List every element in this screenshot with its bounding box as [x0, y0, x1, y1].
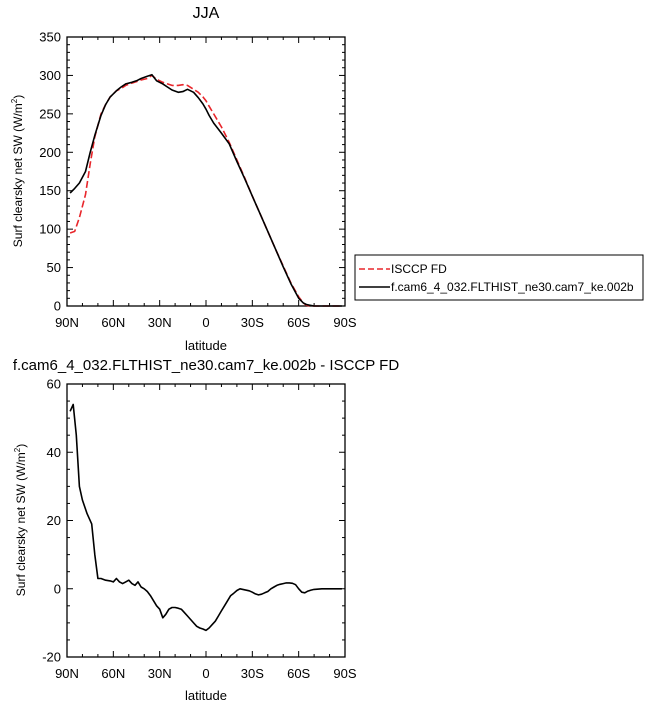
bottom-series-lines: [69, 403, 342, 632]
top-y-tick-label: 350: [39, 30, 61, 45]
top-x-tick-label: 60S: [287, 315, 310, 330]
top-chart-title: JJA: [193, 5, 220, 22]
bottom-x-tick-label: 30S: [241, 666, 264, 681]
bottom-y-tick-label: 60: [47, 377, 61, 392]
bottom-y-tick-label: 0: [54, 581, 61, 596]
bottom-y-ticks: -20 0 20 40 60: [42, 377, 345, 665]
top-plot-frame: [66, 36, 346, 307]
top-y-tick-label: 50: [47, 260, 61, 275]
top-x-axis-label: latitude: [185, 338, 227, 353]
top-x-tick-label: 90N: [55, 315, 79, 330]
top-y-axis-label: Surf clearsky net SW (W/m2): [10, 95, 25, 247]
top-y-tick-label: 100: [39, 222, 61, 237]
bottom-panel: f.cam6_4_032.FLTHIST_ne30.cam7_ke.002b -…: [13, 357, 399, 703]
top-panel: JJA 0 50 100 150 200 250 300 350 90N 60N 30N 0 30S 6…: [10, 5, 644, 353]
top-x-ticks: 90N 60N 30N 0 30S 60S 90S: [55, 37, 357, 330]
top-series-line-1: [69, 73, 342, 307]
bottom-x-tick-label: 90N: [55, 666, 79, 681]
bottom-y-tick-label: -20: [42, 650, 61, 665]
legend-box: [354, 254, 644, 301]
top-x-tick-label: 60N: [101, 315, 125, 330]
bottom-y-axis-label: Surf clearsky net SW (W/m2): [13, 444, 28, 596]
top-series-lines: [69, 73, 342, 307]
top-y-ticks: 0 50 100 150 200 250 300 350: [39, 30, 345, 314]
bottom-series-line-0: [69, 403, 342, 632]
legend-label-isccp: ISCCP FD: [391, 262, 447, 276]
bottom-y-tick-label: 40: [47, 445, 61, 460]
bottom-plot-frame: [66, 383, 346, 658]
top-y-tick-label: 250: [39, 106, 61, 121]
bottom-y-tick-label: 20: [47, 513, 61, 528]
bottom-x-axis-label: latitude: [185, 688, 227, 703]
bottom-x-tick-label: 90S: [333, 666, 356, 681]
top-x-tick-label: 30N: [148, 315, 172, 330]
top-x-tick-label: 0: [202, 315, 209, 330]
top-y-tick-label: 200: [39, 145, 61, 160]
top-y-tick-label: 0: [54, 299, 61, 314]
bottom-x-tick-label: 60S: [287, 666, 310, 681]
bottom-x-tick-label: 0: [202, 666, 209, 681]
top-legend: ISCCP FD f.cam6_4_032.FLTHIST_ne30.cam7_…: [354, 254, 644, 301]
top-y-tick-label: 300: [39, 68, 61, 83]
bottom-x-ticks: 90N 60N 30N 0 30S 60S 90S: [55, 384, 357, 681]
bottom-x-tick-label: 30N: [148, 666, 172, 681]
top-y-tick-label: 150: [39, 183, 61, 198]
legend-label-model: f.cam6_4_032.FLTHIST_ne30.cam7_ke.002b: [391, 280, 634, 294]
bottom-x-tick-label: 60N: [101, 666, 125, 681]
top-x-tick-label: 30S: [241, 315, 264, 330]
top-x-tick-label: 90S: [333, 315, 356, 330]
bottom-chart-title: f.cam6_4_032.FLTHIST_ne30.cam7_ke.002b -…: [13, 357, 399, 374]
